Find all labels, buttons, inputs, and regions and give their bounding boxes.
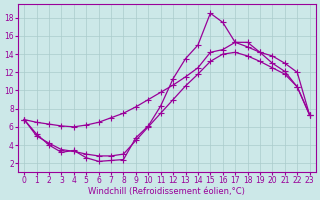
- X-axis label: Windchill (Refroidissement éolien,°C): Windchill (Refroidissement éolien,°C): [88, 187, 245, 196]
